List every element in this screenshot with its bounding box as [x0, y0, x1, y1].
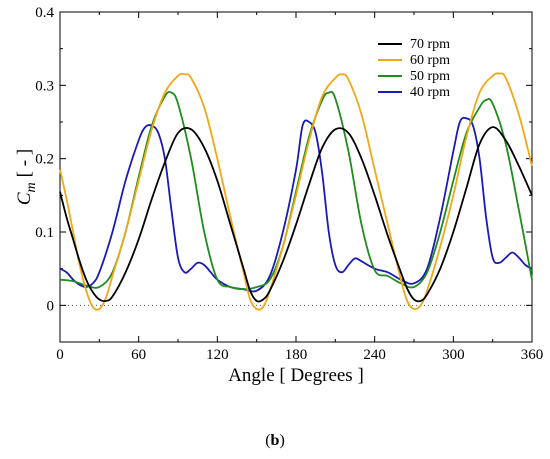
y-axis-title-unit: [ - ] — [14, 149, 35, 177]
x-tick-label: 180 — [285, 347, 308, 363]
x-axis-title: Angle [ Degrees ] — [228, 365, 364, 386]
caption-close-paren: ) — [279, 432, 284, 449]
caption-open-paren: ( — [265, 432, 270, 449]
plot-frame — [59, 11, 533, 343]
y-tick-label: 0.3 — [35, 78, 54, 94]
y-tick-label: 0.4 — [35, 5, 54, 21]
legend-label-70-rpm: 70 rpm — [410, 37, 450, 52]
y-axis-title: Cm [ - ] — [14, 149, 39, 205]
caption-letter: b — [271, 432, 280, 449]
x-tick-label: 60 — [131, 347, 146, 363]
legend-label-40-rpm: 40 rpm — [410, 85, 450, 100]
y-axis-ticks: 0 0.1 0.2 0.3 0.4 — [35, 5, 532, 343]
x-axis-ticks: 0 60 120 180 240 300 360 — [56, 12, 543, 363]
y-axis-title-symbol: C — [14, 192, 35, 205]
series-line-70-rpm — [59, 126, 533, 303]
y-tick-label: 0.1 — [35, 225, 54, 241]
series-lines — [59, 72, 533, 311]
legend-label-50-rpm: 50 rpm — [410, 69, 450, 84]
y-tick-label: 0.2 — [35, 152, 54, 168]
x-tick-label: 120 — [206, 347, 229, 363]
series-line-60-rpm — [59, 72, 533, 311]
series-line-50-rpm — [59, 90, 533, 291]
figure-caption: (b) — [265, 432, 285, 449]
x-tick-label: 0 — [56, 347, 64, 363]
x-tick-label: 300 — [442, 347, 465, 363]
y-tick-label: 0 — [47, 298, 55, 314]
legend-label-60-rpm: 60 rpm — [410, 53, 450, 68]
x-tick-label: 240 — [363, 347, 386, 363]
x-tick-label: 360 — [521, 347, 544, 363]
y-axis-title-subscript: m — [24, 182, 39, 192]
